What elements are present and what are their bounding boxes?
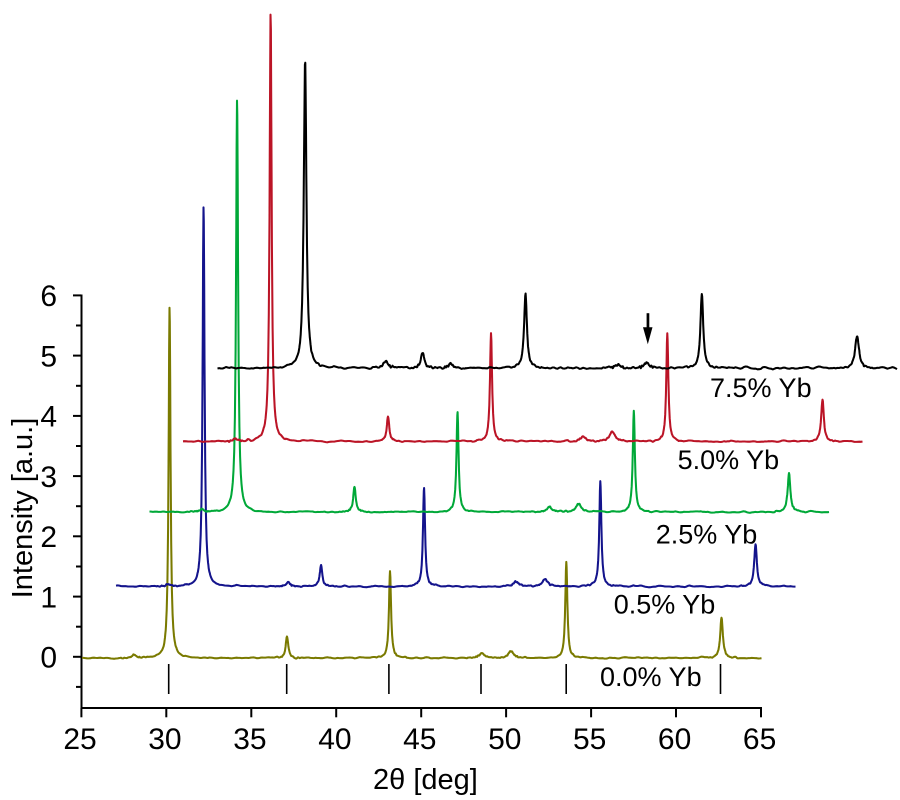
svg-text:45: 45 — [403, 723, 436, 756]
svg-text:5: 5 — [40, 340, 57, 373]
svg-text:1: 1 — [40, 581, 57, 614]
svg-text:2.5% Yb: 2.5% Yb — [656, 520, 758, 550]
svg-text:50: 50 — [488, 723, 521, 756]
svg-text:30: 30 — [148, 723, 181, 756]
svg-text:5.0% Yb: 5.0% Yb — [678, 445, 780, 475]
svg-text:55: 55 — [573, 723, 606, 756]
svg-text:6: 6 — [40, 280, 57, 313]
svg-text:2θ [deg]: 2θ [deg] — [373, 764, 478, 796]
svg-text:0: 0 — [40, 642, 57, 675]
svg-text:2: 2 — [40, 521, 57, 554]
svg-text:0.0% Yb: 0.0% Yb — [600, 662, 702, 692]
svg-text:7.5% Yb: 7.5% Yb — [710, 373, 812, 403]
svg-text:35: 35 — [233, 723, 266, 756]
svg-text:25: 25 — [63, 723, 96, 756]
svg-text:0.5% Yb: 0.5% Yb — [614, 590, 716, 620]
svg-text:60: 60 — [658, 723, 691, 756]
svg-text:3: 3 — [40, 461, 57, 494]
svg-text:40: 40 — [318, 723, 351, 756]
svg-text:Intensity [a.u.]: Intensity [a.u.] — [7, 418, 39, 599]
svg-text:65: 65 — [743, 723, 776, 756]
svg-text:4: 4 — [40, 401, 57, 434]
